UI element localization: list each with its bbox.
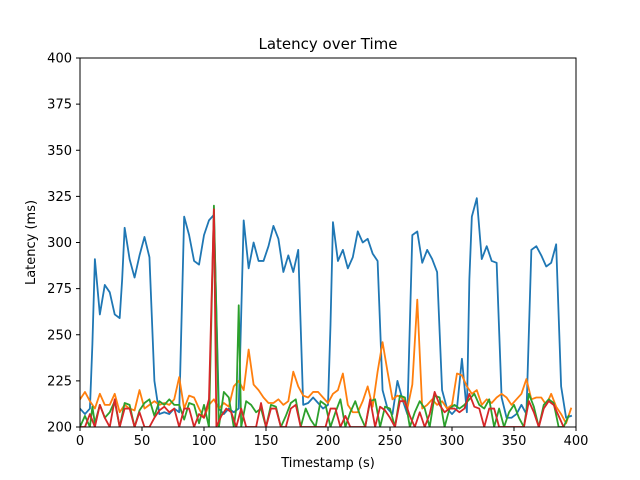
y-axis-ticks: 200 225 250 275 300 325 350 375 400 — [47, 52, 80, 436]
y-tick-label: 375 — [47, 98, 72, 113]
y-tick-label: 325 — [47, 190, 72, 205]
series-layer — [80, 197, 573, 427]
x-axis-label: Timestamp (s) — [280, 456, 375, 471]
x-tick-label: 400 — [564, 434, 589, 449]
series-line-3 — [80, 204, 570, 427]
chart-title: Latency over Time — [259, 35, 398, 53]
x-tick-label: 100 — [192, 434, 217, 449]
y-tick-label: 400 — [47, 52, 72, 67]
y-tick-label: 350 — [47, 144, 72, 159]
x-tick-label: 150 — [254, 434, 279, 449]
y-tick-label: 250 — [47, 328, 72, 343]
y-axis-label: Latency (ms) — [24, 200, 39, 285]
x-tick-label: 0 — [76, 434, 84, 449]
y-tick-label: 225 — [47, 374, 72, 389]
y-tick-label: 200 — [47, 421, 72, 436]
y-tick-label: 300 — [47, 236, 72, 251]
y-tick-label: 275 — [47, 282, 72, 297]
series-line-4 — [80, 208, 565, 427]
x-tick-label: 200 — [316, 434, 341, 449]
x-axis-ticks: 0 50 100 150 200 250 300 350 400 — [76, 427, 589, 449]
x-tick-label: 250 — [378, 434, 403, 449]
x-tick-label: 350 — [502, 434, 527, 449]
x-tick-label: 50 — [134, 434, 151, 449]
x-tick-label: 300 — [440, 434, 465, 449]
